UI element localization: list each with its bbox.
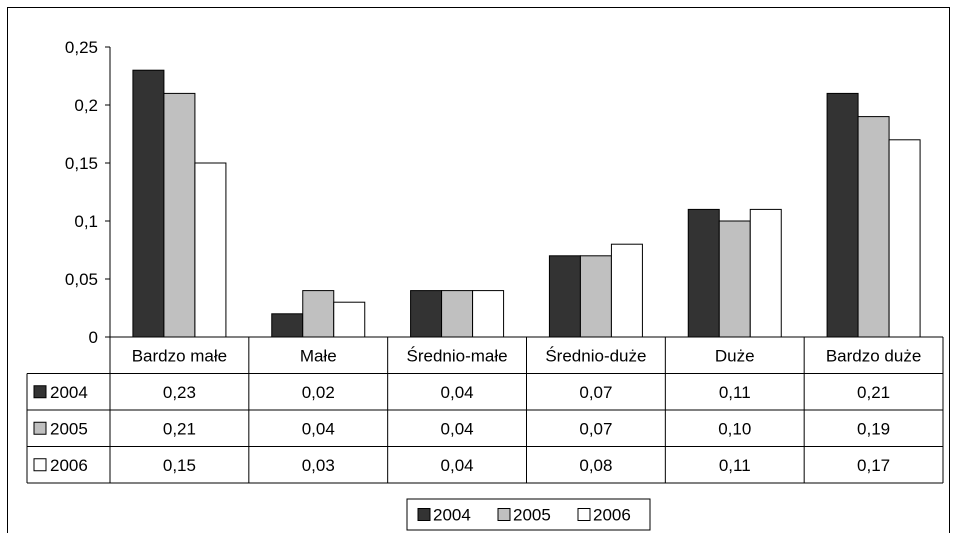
legend-swatch-2004: [417, 508, 431, 521]
table-cell: 0,15: [163, 456, 196, 475]
chart-frame: [7, 7, 950, 538]
bar-2005: [163, 92, 196, 338]
x-tick-label: Średnio-małe: [407, 346, 508, 365]
y-tick-label: 0,1: [74, 212, 98, 231]
bar-2004: [826, 92, 859, 338]
table-cell: 0,23: [163, 383, 196, 402]
bar-2006: [610, 243, 643, 338]
y-tick-label: 0,05: [65, 270, 98, 289]
y-tick-label: 0,25: [65, 38, 98, 57]
bar-2004: [410, 290, 443, 338]
legend-swatch-2006: [577, 508, 591, 521]
legend-label: 2004: [433, 506, 471, 525]
bar-2006: [194, 162, 227, 338]
y-tick-label: 0,2: [74, 96, 98, 115]
series-swatch-2005: [33, 421, 47, 435]
bar-2005: [302, 290, 335, 338]
table-cell: 0,08: [579, 456, 612, 475]
plot-area: 0 0,05 0,1 0,15 0,2 0,25: [65, 38, 921, 347]
table-cell: 0,07: [579, 419, 612, 438]
table-cell: 0,07: [579, 383, 612, 402]
bar-2004: [132, 69, 165, 338]
legend-box: [406, 498, 651, 531]
table-cell: 0,02: [302, 383, 335, 402]
x-tick-label: Małe: [300, 346, 337, 365]
table-cell: 0,04: [441, 456, 474, 475]
table-cell: 0,11: [719, 456, 751, 475]
row-header-label: 2004: [50, 383, 88, 402]
y-tick-label: 0,15: [65, 154, 98, 173]
data-table: Bardzo małe Małe Średnio-małe Średnio-duże D…: [26, 336, 944, 484]
x-tick-label: Bardzo duże: [826, 346, 921, 365]
bar-2006: [749, 208, 782, 338]
series-swatch-2004: [33, 385, 47, 399]
bar-2005: [857, 116, 890, 338]
table-cell: 0,03: [302, 456, 335, 475]
y-tick-label: 0: [89, 328, 98, 347]
legend-label: 2005: [513, 506, 551, 525]
row-header-label: 2006: [50, 456, 88, 475]
x-tick-label: Średnio-duże: [545, 346, 646, 365]
series-swatch-2006: [33, 458, 47, 472]
table-cell: 0,21: [857, 383, 890, 402]
bar-2004: [271, 313, 304, 338]
table-cell: 0,10: [718, 419, 751, 438]
row-header-label: 2005: [50, 419, 88, 438]
table-cell: 0,04: [441, 419, 474, 438]
bar-2006: [472, 290, 505, 338]
table-cell: 0,11: [719, 383, 751, 402]
table-cell: 0,21: [163, 419, 196, 438]
legend-label: 2006: [593, 506, 631, 525]
bar-2004: [548, 255, 581, 338]
table-cell: 0,19: [857, 419, 890, 438]
bar-2005: [718, 220, 751, 338]
bar-2005: [441, 290, 474, 338]
legend-swatch-2005: [497, 508, 511, 521]
x-tick-label: Bardzo małe: [132, 346, 227, 365]
bar-2006: [888, 139, 921, 338]
legend: 2004 2005 2006: [406, 498, 651, 531]
bar-2005: [579, 255, 612, 338]
bar-2004: [687, 208, 720, 338]
table-cell: 0,04: [302, 419, 335, 438]
table-cell: 0,17: [857, 456, 890, 475]
x-tick-label: Duże: [715, 346, 755, 365]
bar-2006: [333, 301, 366, 338]
table-cell: 0,04: [441, 383, 474, 402]
